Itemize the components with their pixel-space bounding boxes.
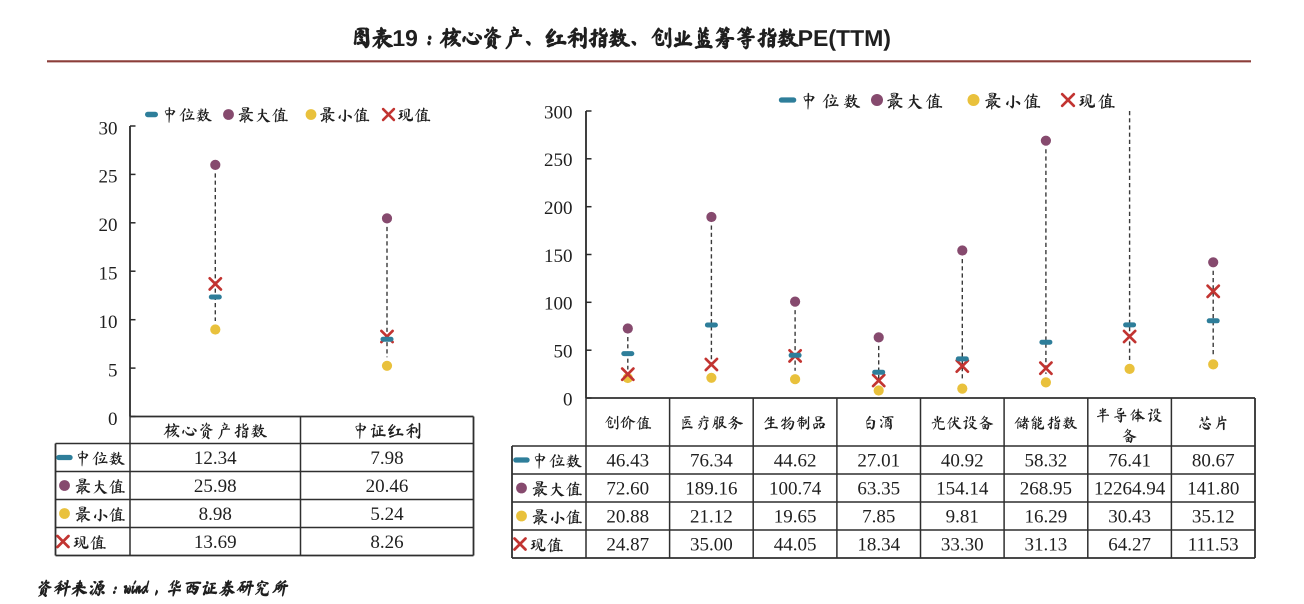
svg-text:7.98: 7.98 bbox=[370, 448, 403, 469]
svg-text:19.65: 19.65 bbox=[774, 507, 817, 528]
svg-text:44.62: 44.62 bbox=[774, 451, 817, 472]
svg-text:50: 50 bbox=[554, 342, 573, 363]
svg-text:141.80: 141.80 bbox=[1187, 479, 1239, 500]
svg-text:30: 30 bbox=[99, 118, 118, 139]
svg-text:20.46: 20.46 bbox=[366, 476, 409, 497]
svg-text:154.14: 154.14 bbox=[936, 479, 989, 500]
svg-text:8.98: 8.98 bbox=[199, 504, 232, 525]
svg-text:20.88: 20.88 bbox=[606, 507, 649, 528]
svg-text:80.67: 80.67 bbox=[1192, 451, 1235, 472]
svg-text:21.12: 21.12 bbox=[690, 507, 733, 528]
svg-text:7.85: 7.85 bbox=[862, 507, 895, 528]
svg-text:200: 200 bbox=[544, 198, 573, 219]
svg-text:27.01: 27.01 bbox=[857, 451, 900, 472]
svg-text:0: 0 bbox=[563, 389, 573, 410]
svg-text:25: 25 bbox=[99, 167, 118, 188]
svg-text:31.13: 31.13 bbox=[1025, 535, 1068, 556]
svg-text:76.41: 76.41 bbox=[1108, 451, 1151, 472]
svg-text:33.30: 33.30 bbox=[941, 535, 984, 556]
svg-text:300: 300 bbox=[544, 102, 573, 123]
svg-text:44.05: 44.05 bbox=[774, 535, 817, 556]
svg-text:111.53: 111.53 bbox=[1188, 535, 1239, 556]
svg-text:150: 150 bbox=[544, 246, 573, 267]
svg-text:12.34: 12.34 bbox=[194, 448, 237, 469]
svg-text:100.74: 100.74 bbox=[769, 479, 822, 500]
svg-text:8.26: 8.26 bbox=[370, 532, 403, 553]
svg-text:16.29: 16.29 bbox=[1025, 507, 1068, 528]
svg-text:58.32: 58.32 bbox=[1025, 451, 1068, 472]
svg-text:12264.94: 12264.94 bbox=[1094, 479, 1166, 500]
svg-text:18.34: 18.34 bbox=[857, 535, 900, 556]
svg-text:40.92: 40.92 bbox=[941, 451, 984, 472]
svg-text:46.43: 46.43 bbox=[606, 451, 649, 472]
svg-text:189.16: 189.16 bbox=[685, 479, 737, 500]
svg-text:35.12: 35.12 bbox=[1192, 507, 1235, 528]
svg-text:5: 5 bbox=[108, 360, 118, 381]
svg-text:13.69: 13.69 bbox=[194, 532, 237, 553]
svg-text:5.24: 5.24 bbox=[370, 504, 404, 525]
svg-text:64.27: 64.27 bbox=[1108, 535, 1151, 556]
svg-text:76.34: 76.34 bbox=[690, 451, 733, 472]
svg-text:72.60: 72.60 bbox=[606, 479, 649, 500]
svg-text:63.35: 63.35 bbox=[857, 479, 900, 500]
svg-text:24.87: 24.87 bbox=[606, 535, 649, 556]
svg-text:20: 20 bbox=[99, 215, 118, 236]
svg-text:268.95: 268.95 bbox=[1020, 479, 1072, 500]
svg-text:15: 15 bbox=[99, 264, 118, 285]
svg-text:100: 100 bbox=[544, 294, 573, 315]
svg-text:9.81: 9.81 bbox=[946, 507, 979, 528]
svg-text:250: 250 bbox=[544, 150, 573, 171]
svg-text:30.43: 30.43 bbox=[1108, 507, 1151, 528]
svg-text:35.00: 35.00 bbox=[690, 535, 733, 556]
svg-text:10: 10 bbox=[99, 312, 118, 333]
svg-text:25.98: 25.98 bbox=[194, 476, 237, 497]
svg-text:0: 0 bbox=[108, 409, 118, 430]
